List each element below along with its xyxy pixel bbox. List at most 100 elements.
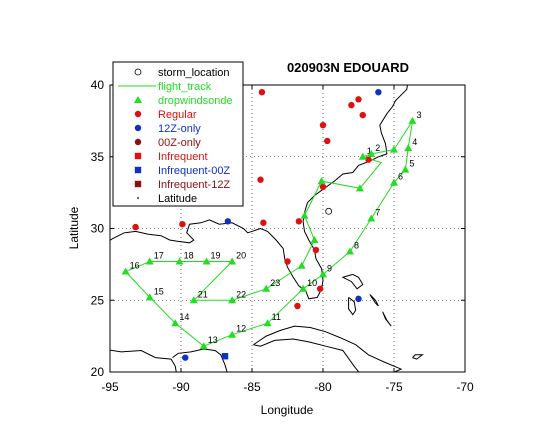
dropwindsonde-label-16: 16 <box>130 261 140 271</box>
legend-marker-8 <box>134 180 142 188</box>
regular-station-5 <box>257 176 264 183</box>
regular-station-0 <box>258 88 266 96</box>
coastline-layer <box>110 85 424 372</box>
legend: storm_location flight_track dropwindsonde R… <box>112 61 244 207</box>
y-tick-label-0: 20 <box>91 365 105 379</box>
regular-station-6 <box>319 183 327 191</box>
legend-marker-0 <box>134 68 142 76</box>
dropwindsonde-label-3: 3 <box>416 110 421 120</box>
regular-station-10 <box>179 220 186 228</box>
dropwindsonde-12 <box>228 330 237 338</box>
x-tick-label-1: -90 <box>172 380 190 394</box>
storm-location-0 <box>325 207 333 215</box>
dropwindsonde-label-19: 19 <box>211 251 221 261</box>
regular-station-1 <box>355 96 362 103</box>
coastline-5 <box>348 297 357 316</box>
dropwindsonde-18 <box>175 257 184 265</box>
station-12z-only-1 <box>224 218 232 225</box>
coastline-2 <box>172 348 228 372</box>
coastline-7 <box>382 311 392 327</box>
dropwindsonde-7 <box>367 214 376 222</box>
dropwindsonde-6 <box>390 178 398 186</box>
station-layer <box>132 88 382 361</box>
dropwindsonde-23 <box>262 284 271 292</box>
dropwindsonde-19 <box>202 257 211 265</box>
dropwindsonde-14 <box>171 319 180 327</box>
x-tick-label-4: -75 <box>385 380 403 394</box>
legend-label-6: Infrequent <box>158 151 208 163</box>
legend-marker-3 <box>134 110 142 118</box>
dropwindsonde-label-1: 1 <box>367 146 372 156</box>
dropwindsonde-29 <box>390 145 398 153</box>
dropwindsonde-label-23: 23 <box>270 278 280 288</box>
x-axis-title: Longitude <box>261 403 314 417</box>
legend-label-4: 12Z-only <box>158 123 201 135</box>
legend-marker-2 <box>134 96 142 103</box>
coastline-8 <box>412 354 424 360</box>
y-tick-label-2: 30 <box>91 222 105 236</box>
dropwindsonde-13 <box>199 342 208 350</box>
regular-station-11 <box>132 223 139 231</box>
dropwindsonde-15 <box>145 293 154 301</box>
dropwindsonde-label-7: 7 <box>375 207 380 217</box>
dropwindsonde-1 <box>358 152 367 160</box>
legend-marker-5 <box>134 138 142 146</box>
y-tick-label-4: 40 <box>91 78 105 92</box>
dropwindsonde-label-11: 11 <box>272 312 281 322</box>
legend-label-9: Latitude <box>158 193 197 205</box>
coastline-1 <box>110 349 177 372</box>
station-12z-only-3 <box>182 354 189 361</box>
y-axis-title: Latitude <box>67 206 81 249</box>
dropwindsonde-label-5: 5 <box>409 159 414 169</box>
dropwindsonde-20 <box>228 257 237 265</box>
coastline-3 <box>253 325 403 372</box>
legend-marker-4 <box>134 124 142 132</box>
regular-station-7 <box>365 156 372 163</box>
dropwindsonde-label-22: 22 <box>236 289 246 299</box>
dropwindsonde-8 <box>345 247 354 255</box>
legend-marker-6 <box>134 152 142 160</box>
dropwindsonde-4 <box>404 144 413 152</box>
dropwindsonde-25 <box>310 235 319 243</box>
dropwindsonde-3 <box>408 116 417 124</box>
dropwindsonde-label-6: 6 <box>398 172 403 182</box>
dropwindsonde-2 <box>367 149 376 157</box>
regular-station-9 <box>295 218 303 225</box>
y-tick-label-3: 35 <box>91 150 105 164</box>
dropwindsonde-label-14: 14 <box>179 312 189 322</box>
coastline-0 <box>110 85 408 300</box>
dropwindsonde-label-21: 21 <box>198 289 208 299</box>
regular-station-15 <box>294 302 301 310</box>
dropwindsonde-5 <box>401 165 410 173</box>
storm-layer <box>325 207 333 215</box>
coastline-4 <box>341 273 364 290</box>
x-tick-label-2: -85 <box>243 380 261 394</box>
dropwindsonde-label-4: 4 <box>412 137 417 147</box>
station-infrequent-00z-0 <box>221 353 229 360</box>
dropwindsonde-28 <box>355 184 364 192</box>
legend-label-2: dropwindsonde <box>158 95 233 107</box>
regular-station-13 <box>312 246 320 254</box>
regular-station-2 <box>319 121 327 129</box>
legend-label-8: Infrequent-12Z <box>158 179 230 191</box>
y-tick-label-1: 25 <box>91 293 105 307</box>
regular-station-14 <box>316 285 324 292</box>
dropwindsonde-label-20: 20 <box>236 251 246 261</box>
x-tick-label-0: -95 <box>101 380 119 394</box>
dropwindsonde-26 <box>300 211 309 219</box>
dropwindsonde-9 <box>319 270 327 278</box>
regular-station-16 <box>348 101 355 109</box>
dropwindsonde-label-12: 12 <box>236 324 246 334</box>
dropwindsonde-label-2: 2 <box>375 143 380 153</box>
dropwindsonde-label-9: 9 <box>327 263 332 273</box>
dropwindsonde-21 <box>189 296 198 304</box>
dropwindsonde-24 <box>297 261 306 269</box>
chart-title: 020903N EDOUARD <box>287 60 409 75</box>
station-12z-only-0 <box>375 88 382 96</box>
legend-label-5: 00Z-only <box>158 137 201 149</box>
legend-label-7: Infrequent-00Z <box>158 165 230 177</box>
dropwindsonde-label-18: 18 <box>184 251 194 261</box>
